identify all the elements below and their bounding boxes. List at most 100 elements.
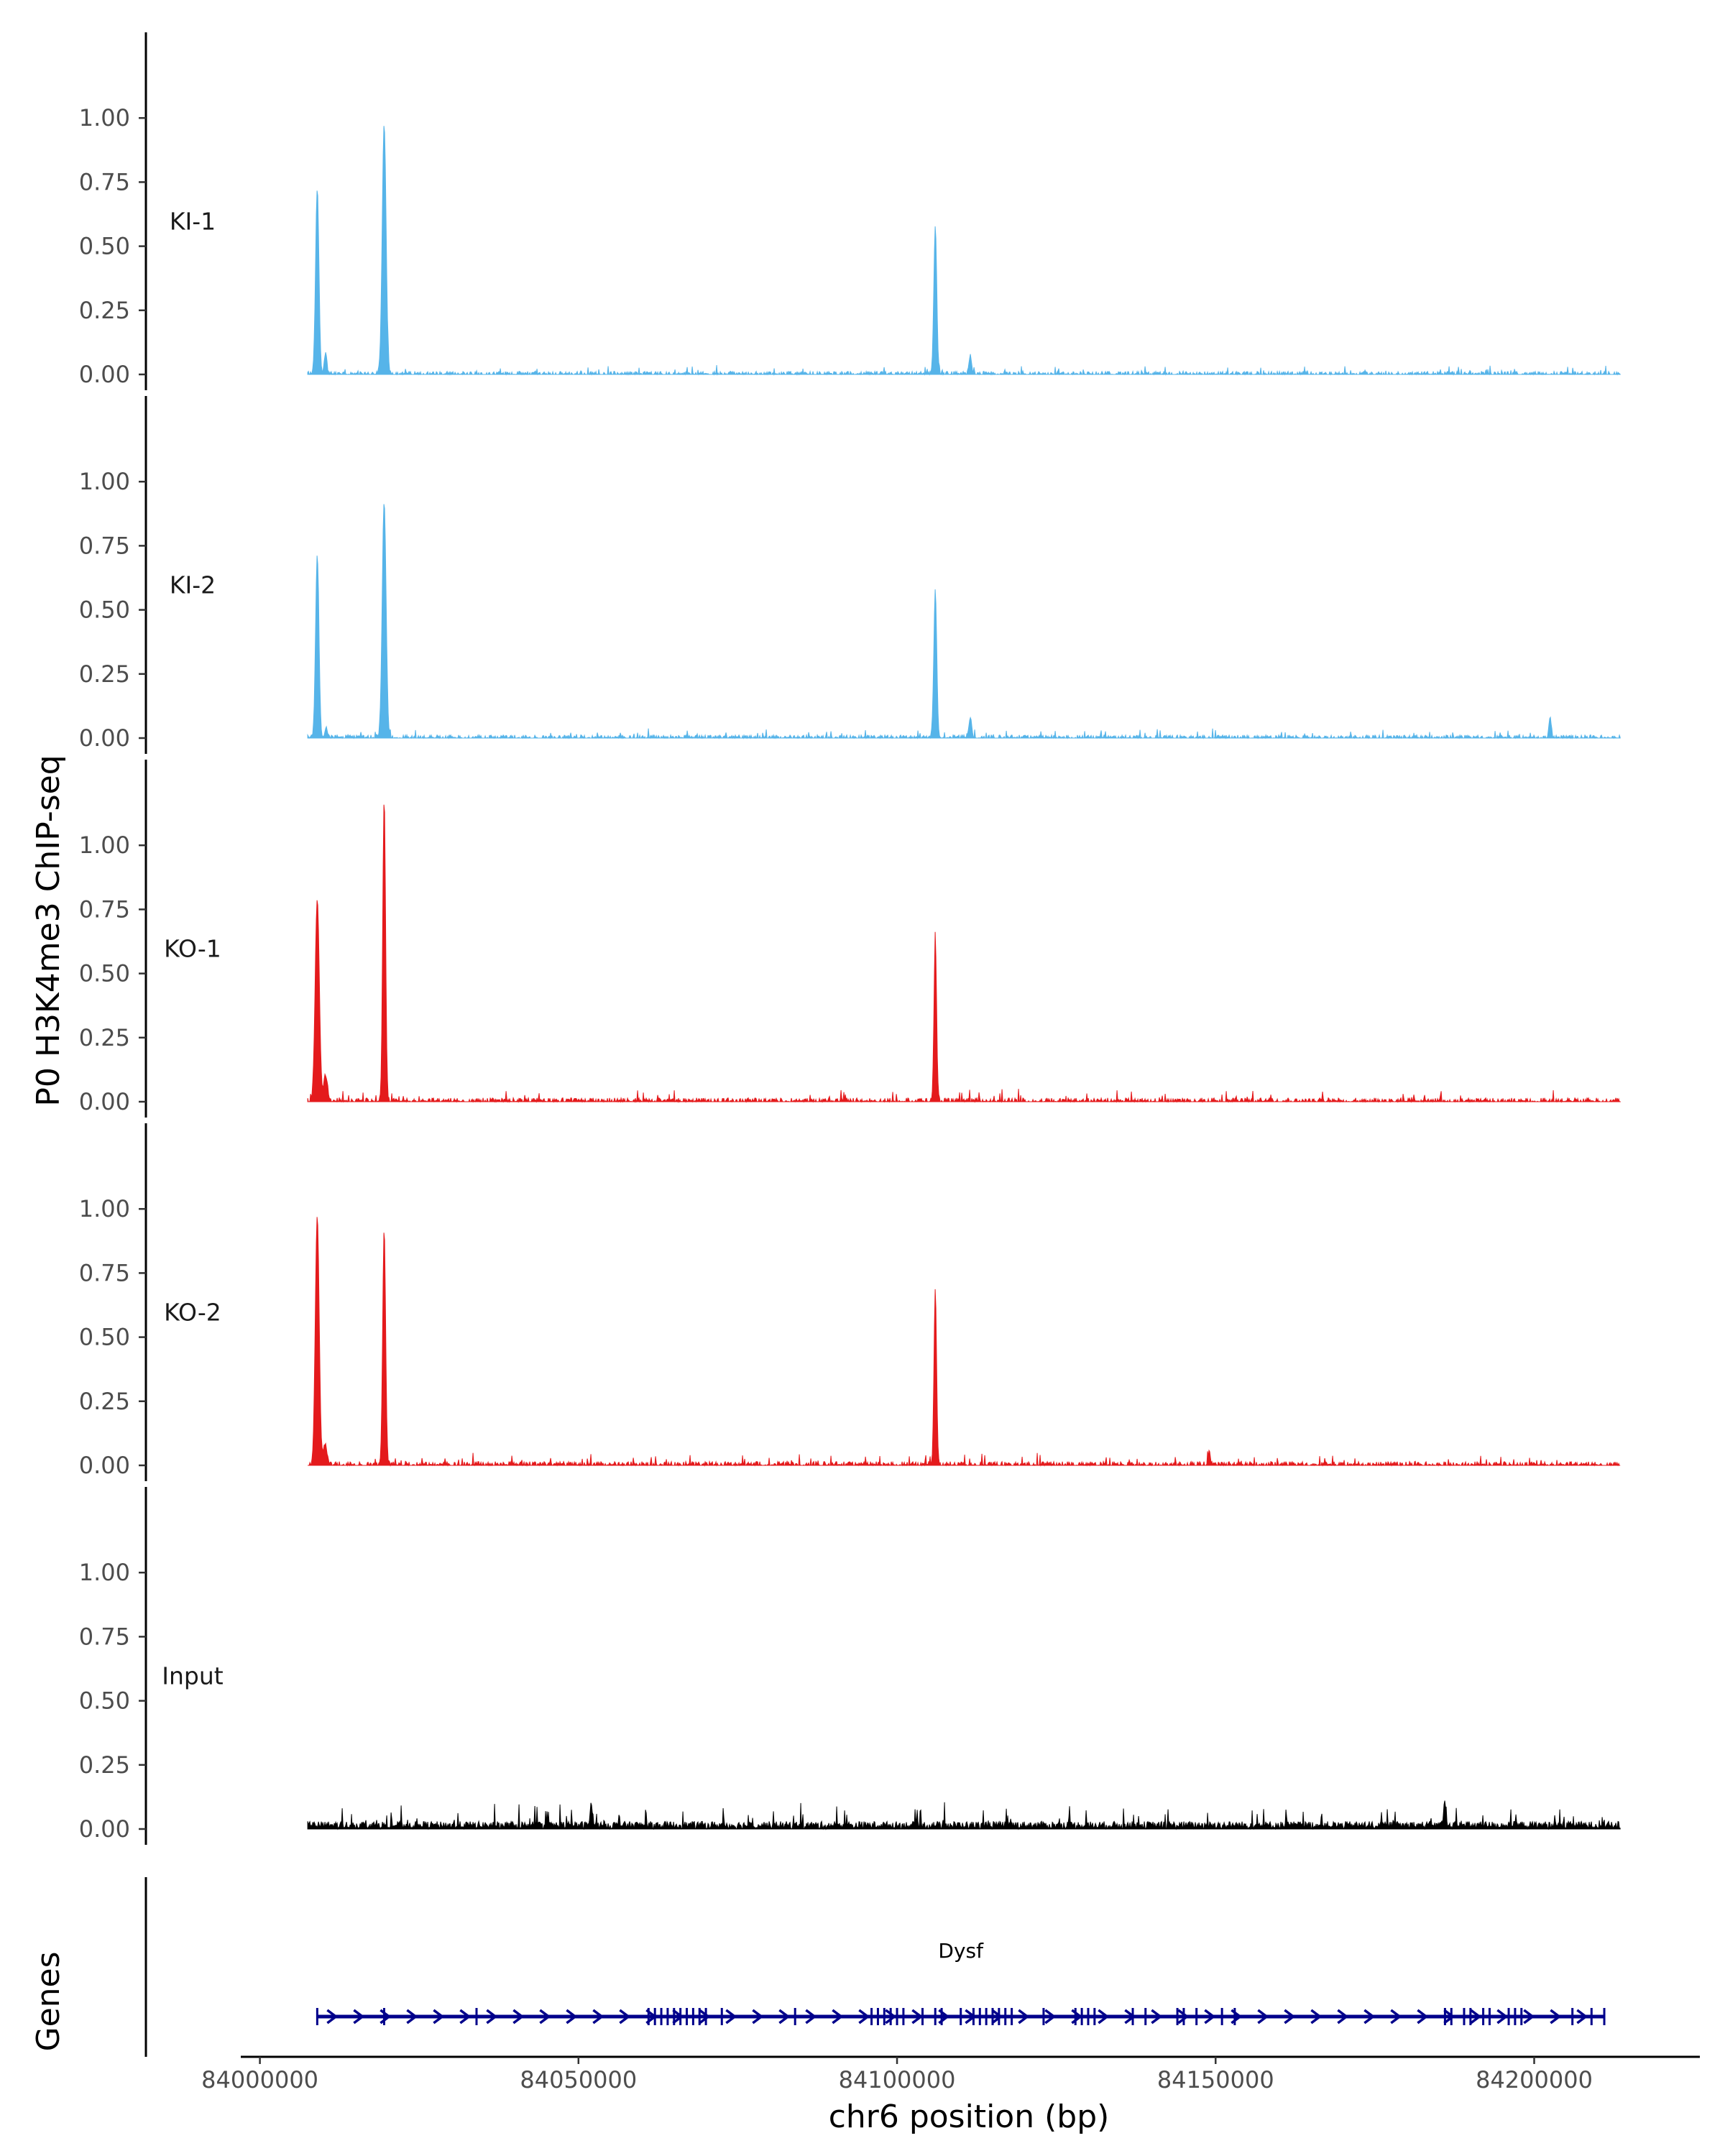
y-tick-label: 0.50 — [79, 233, 130, 260]
strand-arrow — [1470, 2009, 1482, 2024]
strand-arrow — [965, 2009, 977, 2024]
strand-arrow — [380, 2009, 392, 2024]
strand-arrow — [1284, 2009, 1296, 2024]
y-tick-label: 1.00 — [79, 468, 130, 495]
genes-axis-title: Genes — [30, 1951, 67, 2051]
y-tick-label: 0.75 — [79, 1259, 130, 1286]
strand-arrow — [1204, 2009, 1216, 2024]
strand-arrow — [1496, 2009, 1509, 2024]
y-tick-label: 0.50 — [79, 1324, 130, 1351]
y-tick-label: 0.50 — [79, 596, 130, 624]
track-label: KI-2 — [170, 571, 216, 599]
y-tick-label: 0.50 — [79, 960, 130, 987]
strand-arrow — [832, 2009, 844, 2024]
x-tick-label: 84000000 — [201, 2066, 318, 2093]
y-tick-label: 0.00 — [79, 1452, 130, 1479]
strand-arrow — [1071, 2009, 1083, 2024]
strand-arrow — [433, 2009, 445, 2024]
strand-arrow — [1417, 2009, 1429, 2024]
strand-arrow — [566, 2009, 578, 2024]
y-tick-label: 0.25 — [79, 1024, 130, 1051]
y-tick-label: 0.75 — [79, 168, 130, 195]
y-tick-label: 0.25 — [79, 1751, 130, 1779]
strand-arrow — [326, 2009, 339, 2024]
strand-arrow — [672, 2009, 684, 2024]
strand-arrow — [699, 2009, 711, 2024]
strand-arrow — [1044, 2009, 1057, 2024]
track-label: KI-1 — [170, 208, 216, 236]
strand-arrow — [1523, 2009, 1535, 2024]
x-tick-label: 84150000 — [1157, 2066, 1274, 2093]
y-tick-label: 1.00 — [79, 831, 130, 859]
strand-arrow — [725, 2009, 737, 2024]
strand-arrow — [539, 2009, 551, 2024]
y-tick-label: 0.25 — [79, 660, 130, 688]
gene-label: Dysf — [938, 1939, 984, 1963]
strand-arrow — [1337, 2009, 1349, 2024]
strand-arrow — [645, 2009, 658, 2024]
strand-arrow — [512, 2009, 525, 2024]
signal-area-ko-2 — [308, 1217, 1621, 1467]
strand-arrow — [1018, 2009, 1030, 2024]
x-axis-title: chr6 position (bp) — [829, 2099, 1110, 2135]
strand-arrow — [1390, 2009, 1402, 2024]
x-axis: 84000000 84050000 84100000 84150000 84200000 — [201, 2055, 1700, 2093]
strand-arrow — [858, 2009, 870, 2024]
signal-area-input — [307, 1800, 1621, 1830]
y-tick-label: 0.00 — [79, 361, 130, 388]
y-tick-label: 0.00 — [79, 1815, 130, 1843]
strand-arrow — [459, 2009, 472, 2024]
strand-arrow — [805, 2009, 817, 2024]
strand-arrow — [1124, 2009, 1136, 2024]
strand-arrow — [1151, 2009, 1163, 2024]
strand-arrow — [1363, 2009, 1376, 2024]
y-axis-title: P0 H3K4me3 ChIP-seq — [30, 755, 67, 1106]
track-input: 0.00 0.25 0.50 0.75 1.00 Input — [79, 1487, 1621, 1845]
y-tick-label: 1.00 — [79, 1195, 130, 1222]
strand-arrow — [938, 2009, 950, 2024]
track-ko-1: 0.00 0.25 0.50 0.75 1.00 KO-1 — [79, 760, 1622, 1118]
strand-arrow — [1230, 2009, 1243, 2024]
strand-arrow — [1443, 2009, 1455, 2024]
track-ki-1: 0.00 0.25 0.50 0.75 1.00 KI-1 — [79, 32, 1621, 390]
y-tick-label: 1.00 — [79, 1559, 130, 1586]
strand-arrow — [1550, 2009, 1562, 2024]
y-tick-label: 0.75 — [79, 1623, 130, 1650]
signal-area-ki-1 — [307, 126, 1621, 376]
strand-arrow — [778, 2009, 791, 2024]
x-tick-label: 84100000 — [839, 2066, 956, 2093]
signal-area-ki-2 — [307, 504, 1621, 740]
track-label: KO-1 — [164, 935, 221, 963]
track-label: KO-2 — [164, 1299, 221, 1327]
y-tick-label: 0.25 — [79, 297, 130, 324]
strand-arrow — [1257, 2009, 1269, 2024]
strand-arrow — [885, 2009, 897, 2024]
y-tick-label: 0.75 — [79, 532, 130, 559]
strand-arrow — [752, 2009, 764, 2024]
strand-arrow — [619, 2009, 631, 2024]
y-tick-label: 0.75 — [79, 895, 130, 923]
strand-arrow — [592, 2009, 604, 2024]
strand-arrow — [991, 2009, 1003, 2024]
x-tick-label: 84050000 — [520, 2066, 637, 2093]
gene-track-panel: Dysf — [144, 1877, 1606, 2057]
signal-tracks: 0.00 0.25 0.50 0.75 1.00 KI-1 0.00 0.25 0.50 0.75… — [79, 32, 1622, 1845]
strand-arrow — [406, 2009, 418, 2024]
y-tick-label: 0.00 — [79, 724, 130, 752]
y-tick-label: 0.50 — [79, 1687, 130, 1715]
track-ki-2: 0.00 0.25 0.50 0.75 1.00 KI-2 — [79, 396, 1621, 754]
y-tick-label: 1.00 — [79, 104, 130, 132]
strand-arrow — [1310, 2009, 1322, 2024]
strand-arrow — [486, 2009, 498, 2024]
strand-arrow — [1177, 2009, 1190, 2024]
x-tick-label: 84200000 — [1476, 2066, 1593, 2093]
signal-area-ko-1 — [307, 804, 1622, 1103]
strand-arrow — [911, 2009, 924, 2024]
track-label: Input — [162, 1662, 224, 1690]
track-ko-2: 0.00 0.25 0.50 0.75 1.00 KO-2 — [79, 1123, 1621, 1481]
y-tick-label: 0.00 — [79, 1088, 130, 1115]
y-tick-label: 0.25 — [79, 1388, 130, 1415]
strand-arrow — [353, 2009, 365, 2024]
strand-arrow — [1098, 2009, 1110, 2024]
